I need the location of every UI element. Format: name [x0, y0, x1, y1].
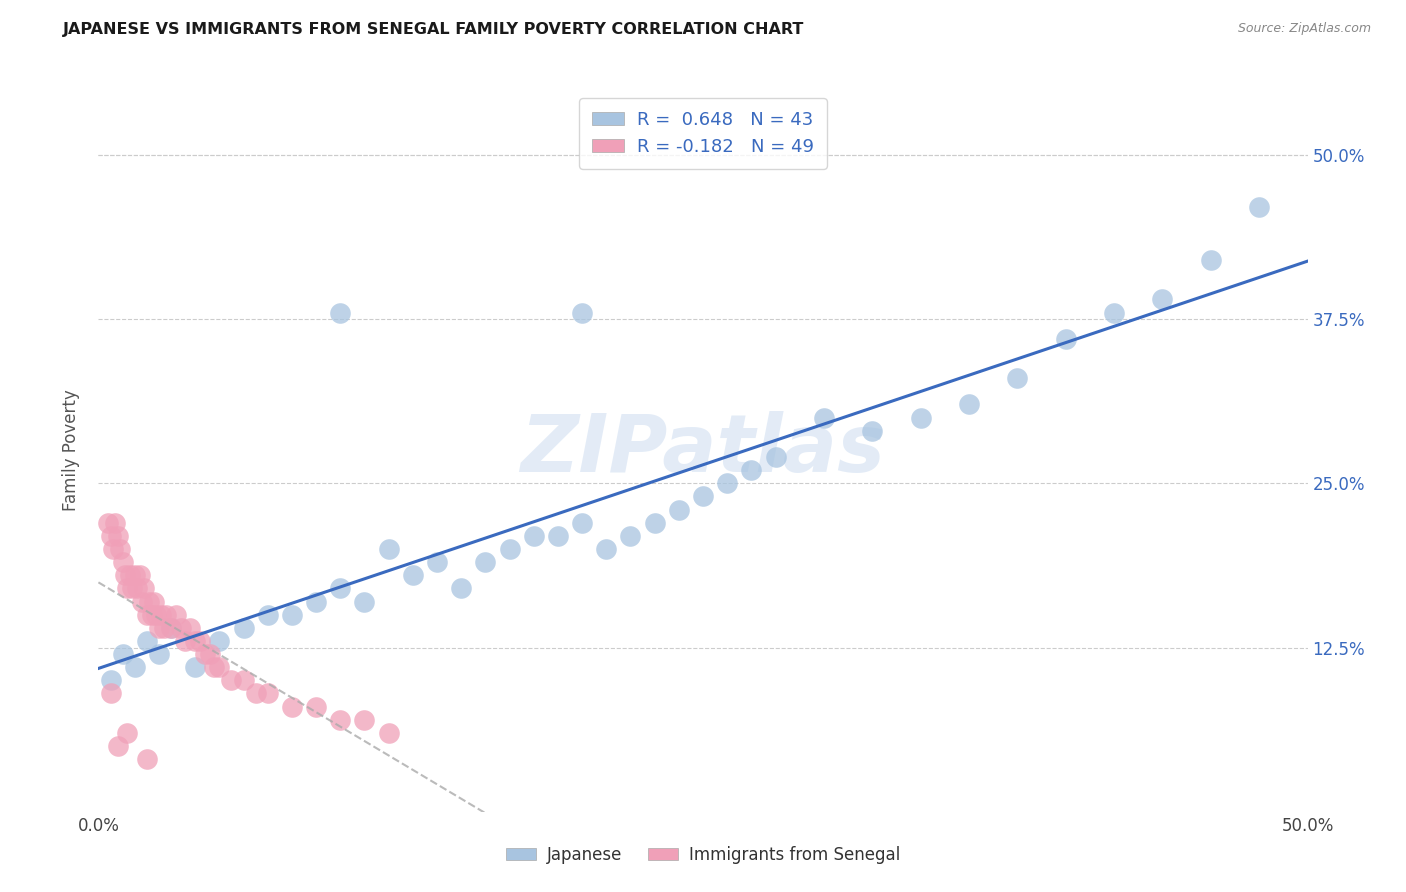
Point: [232, 673, 254, 688]
Point: [135, 607, 157, 622]
Point: [329, 305, 352, 319]
Point: [353, 594, 375, 608]
Point: [141, 607, 163, 622]
Point: [377, 541, 399, 556]
Point: [547, 529, 569, 543]
Point: [121, 582, 143, 596]
Point: [111, 555, 134, 569]
Point: [179, 621, 201, 635]
Point: [134, 582, 156, 596]
Text: Source: ZipAtlas.com: Source: ZipAtlas.com: [1237, 22, 1371, 36]
Point: [128, 568, 150, 582]
Point: [104, 516, 127, 530]
Point: [135, 752, 157, 766]
Point: [329, 713, 352, 727]
Point: [619, 529, 641, 543]
Point: [716, 476, 738, 491]
Point: [148, 621, 170, 635]
Point: [101, 541, 124, 556]
Text: JAPANESE VS IMMIGRANTS FROM SENEGAL FAMILY POVERTY CORRELATION CHART: JAPANESE VS IMMIGRANTS FROM SENEGAL FAMI…: [63, 22, 804, 37]
Point: [127, 582, 149, 596]
Point: [204, 660, 226, 674]
Point: [329, 582, 352, 596]
Point: [450, 582, 472, 596]
Point: [118, 568, 141, 582]
Point: [145, 607, 167, 622]
Point: [692, 490, 714, 504]
Point: [221, 673, 243, 688]
Point: [474, 555, 496, 569]
Point: [107, 529, 129, 543]
Point: [402, 568, 425, 582]
Point: [198, 647, 221, 661]
Point: [305, 699, 328, 714]
Point: [1102, 305, 1125, 319]
Point: [377, 726, 399, 740]
Point: [100, 673, 122, 688]
Point: [305, 594, 328, 608]
Point: [114, 568, 136, 582]
Point: [131, 594, 153, 608]
Point: [160, 621, 183, 635]
Point: [426, 555, 449, 569]
Point: [353, 713, 375, 727]
Point: [740, 463, 762, 477]
Point: [117, 582, 139, 596]
Point: [765, 450, 787, 464]
Point: [107, 739, 129, 753]
Legend: Japanese, Immigrants from Senegal: Japanese, Immigrants from Senegal: [499, 839, 907, 871]
Point: [813, 410, 835, 425]
Point: [1249, 201, 1271, 215]
Point: [281, 607, 304, 622]
Point: [100, 686, 122, 700]
Point: [184, 634, 207, 648]
Point: [571, 516, 593, 530]
Point: [256, 686, 278, 700]
Point: [256, 607, 278, 622]
Point: [148, 647, 170, 661]
Point: [523, 529, 546, 543]
Point: [184, 660, 207, 674]
Point: [1007, 371, 1029, 385]
Point: [188, 634, 211, 648]
Point: [97, 516, 120, 530]
Point: [100, 529, 122, 543]
Point: [232, 621, 254, 635]
Point: [111, 647, 134, 661]
Point: [160, 621, 183, 635]
Point: [117, 726, 139, 740]
Point: [108, 541, 131, 556]
Point: [957, 397, 980, 411]
Point: [174, 634, 197, 648]
Point: [152, 621, 174, 635]
Point: [595, 541, 617, 556]
Point: [150, 607, 173, 622]
Point: [138, 594, 160, 608]
Point: [1152, 293, 1174, 307]
Point: [571, 305, 593, 319]
Point: [1054, 332, 1077, 346]
Point: [245, 686, 267, 700]
Point: [135, 634, 157, 648]
Y-axis label: Family Poverty: Family Poverty: [62, 390, 80, 511]
Point: [165, 607, 187, 622]
Point: [910, 410, 932, 425]
Point: [498, 541, 520, 556]
Point: [194, 647, 217, 661]
Point: [208, 660, 231, 674]
Point: [208, 634, 231, 648]
Legend: R =  0.648   N = 43, R = -0.182   N = 49: R = 0.648 N = 43, R = -0.182 N = 49: [579, 98, 827, 169]
Point: [860, 424, 883, 438]
Point: [1199, 252, 1222, 267]
Point: [155, 607, 177, 622]
Point: [644, 516, 666, 530]
Point: [143, 594, 166, 608]
Point: [281, 699, 304, 714]
Point: [169, 621, 191, 635]
Point: [668, 502, 690, 516]
Point: [124, 660, 146, 674]
Point: [124, 568, 146, 582]
Text: ZIPatlas: ZIPatlas: [520, 411, 886, 490]
